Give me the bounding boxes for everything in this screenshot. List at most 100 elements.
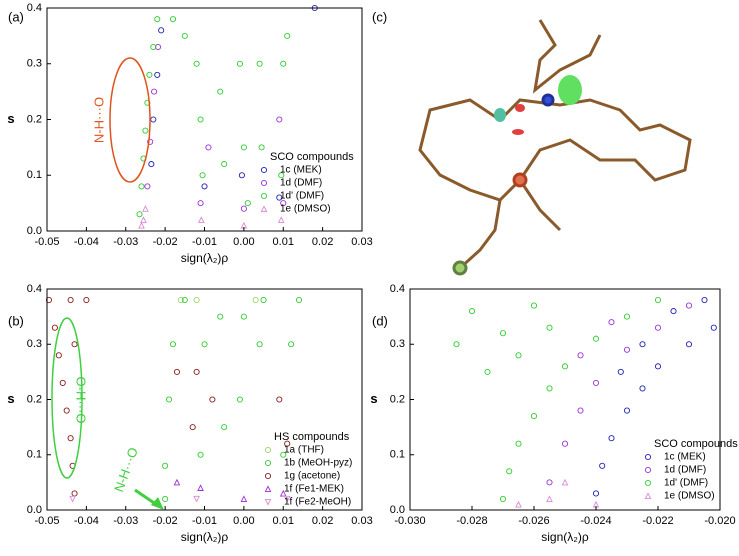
- point: [169, 341, 177, 348]
- point: [69, 495, 76, 503]
- point: [146, 71, 153, 78]
- annotation: N-H···O: [111, 445, 141, 494]
- x-tick-label: 0.00: [233, 236, 254, 248]
- point: [162, 462, 169, 469]
- legend-label: 1d' (DMF): [280, 191, 324, 202]
- point: [499, 495, 507, 503]
- point: [546, 495, 553, 502]
- point: [279, 489, 287, 497]
- point: [530, 413, 538, 420]
- point: [240, 144, 247, 151]
- point: [654, 296, 662, 304]
- point: [670, 308, 677, 315]
- point: [148, 161, 155, 168]
- point: [83, 296, 90, 304]
- point: [166, 396, 173, 403]
- y-tick-label: 0.1: [27, 449, 42, 461]
- x-tick-label: -0.020: [704, 515, 735, 527]
- molecule-bonds: [458, 19, 602, 270]
- legend-marker: [260, 166, 268, 174]
- x-tick-label: -0.030: [394, 515, 425, 527]
- point: [280, 451, 287, 458]
- point: [260, 296, 267, 304]
- x-axis-label: sign(λ₂)ρ: [541, 530, 589, 544]
- panel-label: (c): [372, 9, 387, 24]
- point: [530, 302, 538, 309]
- point: [181, 296, 188, 304]
- legend-label: 1c (MEK): [280, 165, 322, 176]
- point: [276, 396, 283, 403]
- x-tick-label: 0.03: [351, 236, 372, 248]
- legend-marker: [264, 446, 272, 454]
- point: [193, 368, 200, 375]
- x-tick-label: -0.03: [113, 236, 138, 248]
- point: [154, 16, 161, 23]
- point: [561, 440, 569, 447]
- legend-label: 1g (acetone): [284, 471, 340, 482]
- molecule-bonds: [418, 98, 692, 202]
- point: [197, 484, 204, 491]
- legend-marker: [264, 498, 272, 506]
- y-axis-label: s: [7, 111, 14, 126]
- panel-label: (d): [372, 313, 388, 328]
- point: [623, 313, 631, 320]
- point: [193, 495, 200, 503]
- legend-label: 1d (DMF): [280, 178, 322, 189]
- legend-marker: [264, 459, 272, 467]
- point: [623, 407, 631, 414]
- x-tick-label: -0.01: [192, 515, 217, 527]
- point: [608, 319, 615, 326]
- point: [193, 296, 200, 304]
- point: [154, 43, 162, 51]
- legend-label: 1e (DMSO): [664, 491, 715, 502]
- point: [295, 296, 303, 304]
- point: [236, 60, 243, 67]
- x-tick-label: -0.04: [74, 236, 99, 248]
- x-tick-label: -0.024: [580, 515, 611, 527]
- x-tick-label: 0.03: [351, 515, 372, 527]
- point: [173, 368, 180, 375]
- point: [244, 200, 251, 207]
- point: [280, 60, 287, 67]
- y-tick-label: 0.4: [27, 2, 42, 14]
- x-tick-label: 0.00: [233, 515, 254, 527]
- legend-marker: [260, 179, 268, 187]
- legend-marker: [644, 492, 652, 500]
- annotation-arrowhead: [151, 497, 164, 510]
- point: [201, 183, 208, 190]
- point: [592, 490, 600, 497]
- point: [546, 385, 553, 392]
- point: [221, 424, 228, 431]
- legend-label: 1e (DMSO): [280, 204, 331, 215]
- point: [189, 424, 196, 431]
- point: [150, 43, 157, 51]
- isosurface: [494, 108, 506, 122]
- x-tick-label: -0.05: [34, 236, 59, 248]
- legend-label: 1f (Fe2-MeOH): [284, 497, 351, 508]
- y-tick-label: 0.4: [390, 283, 405, 295]
- point: [506, 468, 513, 475]
- point: [240, 313, 247, 320]
- legend-marker: [644, 453, 652, 461]
- legend-label: 1d' (DMF): [664, 478, 708, 489]
- point: [577, 352, 584, 359]
- point: [158, 27, 165, 34]
- x-tick-label: -0.01: [192, 236, 217, 248]
- x-tick-label: -0.04: [74, 515, 99, 527]
- point: [177, 296, 184, 304]
- annotation: O-H···O: [74, 377, 89, 424]
- point: [71, 490, 78, 497]
- legend-label: 1b (MeOH-pyz): [284, 458, 352, 469]
- point: [484, 368, 491, 375]
- y-tick-label: 0.0: [27, 504, 42, 516]
- point: [197, 451, 204, 458]
- point: [256, 341, 263, 348]
- isosurface: [512, 129, 524, 135]
- point: [240, 495, 248, 502]
- point: [45, 296, 53, 304]
- x-tick-label: -0.03: [113, 515, 138, 527]
- point: [685, 341, 693, 348]
- x-tick-label: -0.05: [34, 515, 59, 527]
- point: [236, 396, 243, 403]
- y-tick-label: 0.1: [27, 169, 42, 181]
